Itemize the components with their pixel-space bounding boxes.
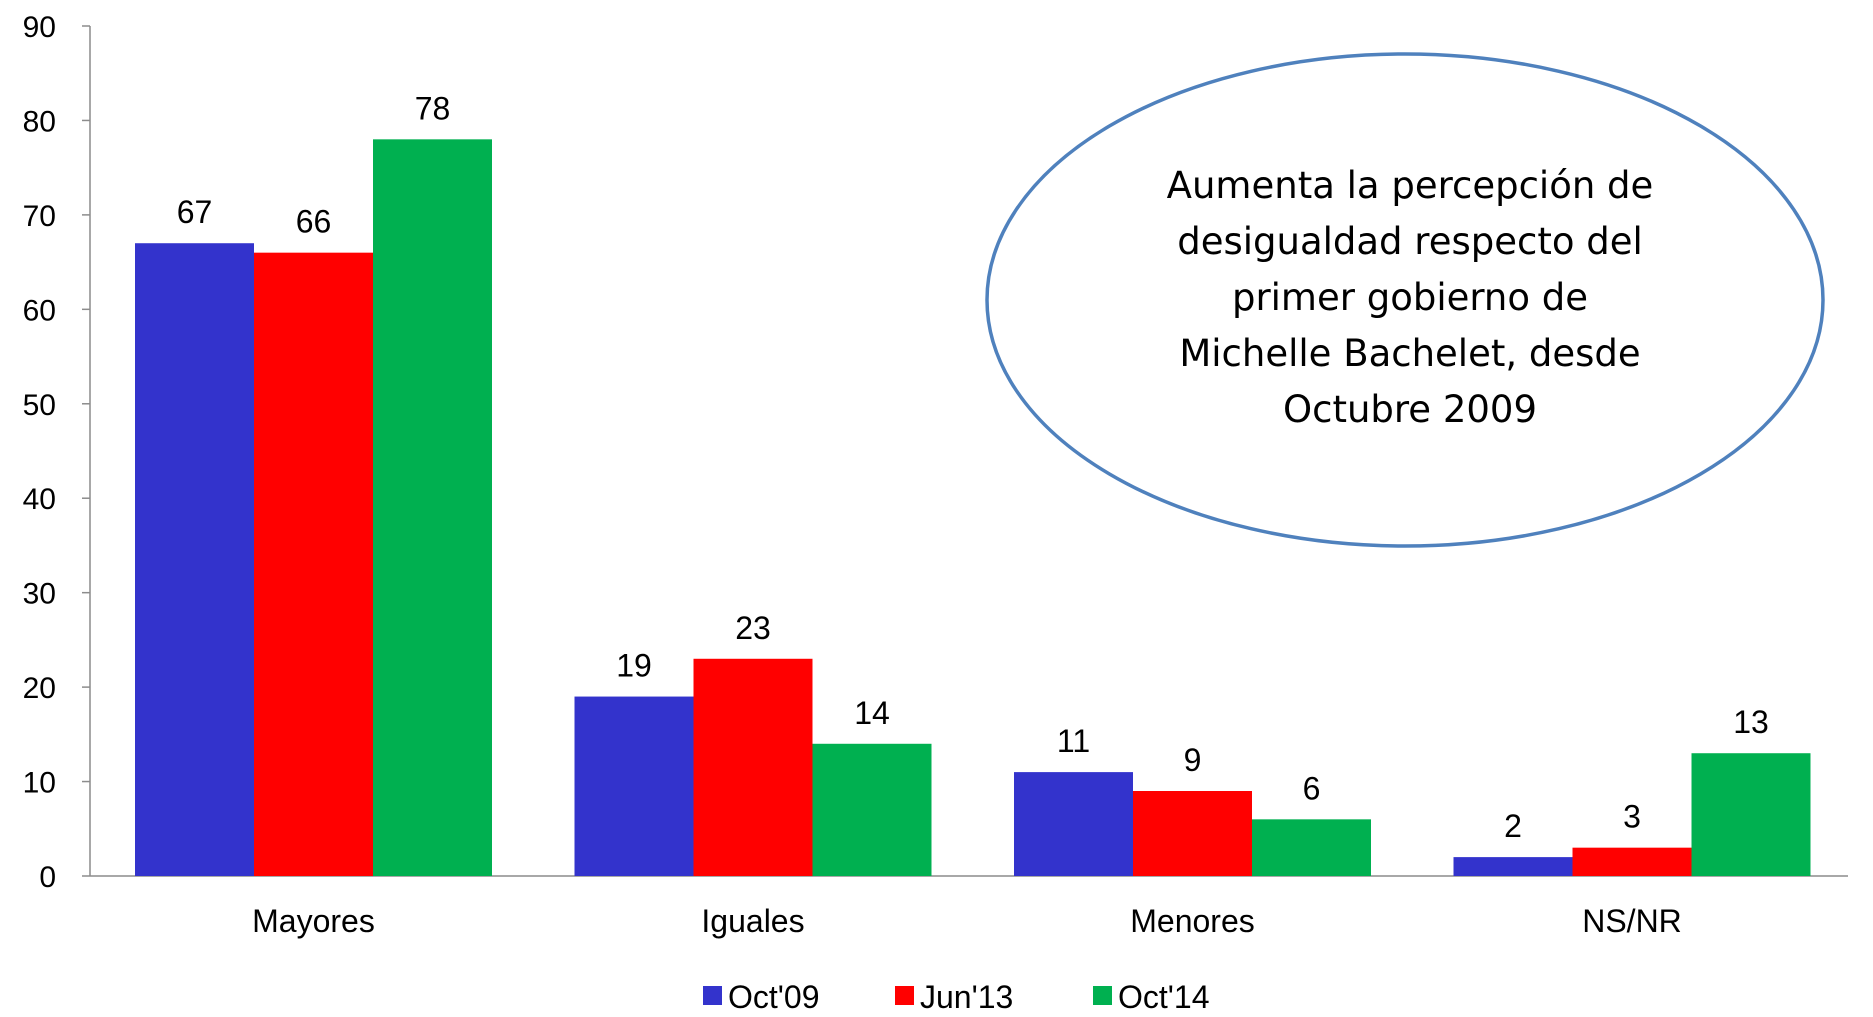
annotation-line: Octubre 2009 [1283, 388, 1537, 431]
annotation-line: Aumenta la percepción de [1166, 164, 1654, 207]
bar [1572, 847, 1692, 876]
chart-axes: 0 10 20 30 40 50 60 70 80 90 Mayores Iguales Menores… [23, 11, 1848, 939]
y-tick-label: 70 [23, 200, 56, 233]
bar [135, 243, 254, 876]
annotation-line: Michelle Bachelet, desde [1179, 332, 1641, 375]
y-tick-label: 90 [23, 11, 56, 44]
chart-legend: Oct'09 Jun'13 Oct'14 [703, 979, 1209, 1015]
y-tick-label: 80 [23, 105, 56, 138]
bar [693, 658, 813, 876]
x-category-label: NS/NR [1582, 903, 1682, 939]
legend-swatch [1093, 986, 1112, 1005]
annotation-callout-text: Aumenta la percepción de desigualdad res… [1040, 158, 1780, 438]
bar [574, 696, 694, 876]
data-label: 3 [1623, 799, 1641, 835]
data-label: 23 [735, 610, 771, 646]
data-label: 11 [1057, 723, 1090, 759]
y-tick-label: 60 [23, 294, 56, 327]
data-label: 19 [616, 648, 652, 684]
bar [1453, 857, 1573, 876]
data-label: 13 [1733, 704, 1769, 740]
data-label: 6 [1303, 770, 1321, 806]
annotation-line: primer gobierno de [1231, 276, 1589, 319]
legend-swatch [895, 986, 914, 1005]
data-label: 14 [854, 695, 890, 731]
legend-label: Oct'14 [1118, 979, 1209, 1015]
data-label: 66 [296, 204, 332, 240]
legend-label: Oct'09 [728, 979, 819, 1015]
y-tick-label: 50 [23, 389, 56, 422]
x-category-label: Iguales [701, 903, 804, 939]
bar [1252, 819, 1371, 876]
legend-swatch [703, 986, 722, 1005]
y-tick-label: 20 [23, 672, 56, 705]
bar [812, 743, 932, 876]
bar [254, 252, 373, 876]
bar [1014, 772, 1133, 876]
x-category-label: Mayores [252, 903, 375, 939]
y-tick-label: 30 [23, 578, 56, 611]
annotation-callout-ellipse [985, 52, 1825, 548]
y-tick-label: 40 [23, 483, 56, 516]
y-tick-label: 10 [23, 767, 56, 800]
data-label: 78 [415, 90, 451, 126]
chart-bars [135, 139, 1811, 877]
bar [1133, 791, 1252, 876]
x-category-label: Menores [1130, 903, 1255, 939]
bar [1691, 753, 1811, 876]
data-label: 9 [1184, 742, 1202, 778]
annotation-line: desigualdad respecto del [1177, 220, 1643, 263]
data-label: 2 [1504, 808, 1522, 844]
bar [373, 139, 492, 877]
legend-label: Jun'13 [920, 979, 1013, 1015]
y-tick-label: 0 [39, 861, 56, 894]
data-label: 67 [177, 194, 213, 230]
